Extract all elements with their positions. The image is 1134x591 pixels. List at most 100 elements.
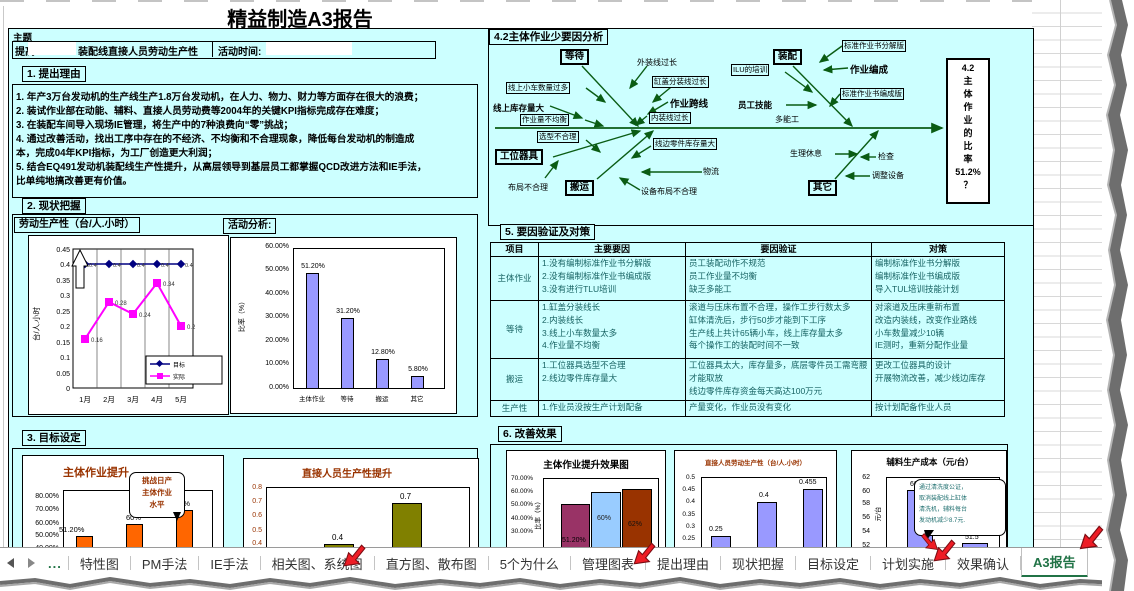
y-tick: 0.3 xyxy=(60,293,70,300)
fishbone-cause: 调整设备 xyxy=(872,171,904,180)
tab-guanli-tubiao[interactable]: 管理图表 xyxy=(581,556,634,572)
y-tick: 50.00% xyxy=(35,532,59,539)
data-label: 51.5 xyxy=(965,534,979,541)
labor-chart-svg: 0.45 0.4 0.35 0.3 0.25 0.2 0.15 0.1 0.05… xyxy=(31,247,223,404)
torn-bottom-edge xyxy=(0,577,1134,591)
chart-title: 辅料生产成本（元/台） xyxy=(886,457,974,467)
fishbone-cause: 外装线过长 xyxy=(637,58,677,67)
tab-zhifang-sanbu-tu[interactable]: 直方图、散布图 xyxy=(385,556,477,572)
tab-separator xyxy=(259,556,261,570)
table-cell: 按计划配备作业人员 xyxy=(871,400,1005,417)
table-cell: 生产性 xyxy=(490,400,539,417)
tab-scroll-left-icon[interactable] xyxy=(7,558,14,568)
tab-separator xyxy=(569,556,571,570)
table-cell: 搬运 xyxy=(490,358,539,401)
y-tick: 60 xyxy=(862,488,870,495)
table-cell: 滚道与压床布置不合理，操作工步行数太多 缸体清洗后，步行50步才能到下工序 生产… xyxy=(685,300,872,359)
data-label: 51.20% xyxy=(562,537,586,544)
y-tick: 30.00% xyxy=(265,313,289,320)
tab-pm-shoufa[interactable]: PM手法 xyxy=(141,556,188,572)
legend-entry: 目标 xyxy=(173,361,185,369)
tab-separator xyxy=(373,556,375,570)
reason-line: 2. 装试作业部在动能、辅料、直接人员劳动费等2004年的关键KPI指标完成存在… xyxy=(16,106,385,117)
column-header: 对策 xyxy=(871,242,1005,257)
data-label: 0.28 xyxy=(115,301,127,307)
y-tick: 0.1 xyxy=(60,355,70,362)
table-cell: 1.工位器具选型不合理 2.线边零件库存量大 xyxy=(538,358,686,401)
y-axis-label: 比率（%） xyxy=(535,498,542,530)
tab-separator xyxy=(644,556,646,570)
tab-overflow-ellipsis[interactable]: ... xyxy=(48,555,62,571)
activity-analysis-chart[interactable]: 60.00% 50.00% 40.00% 30.00% 20.00% 10.00… xyxy=(230,237,457,414)
red-arrow-a3-report-tab xyxy=(1079,525,1104,550)
fishbone-cause: 检查 xyxy=(878,152,894,161)
fishbone-head-box: 4.2 主 体 作 业 的 比 率 51.2% ？ xyxy=(946,58,990,204)
x-tick: 2月 xyxy=(103,395,115,404)
tab-scroll-right-icon[interactable] xyxy=(28,558,35,568)
fishbone-category-waiting: 等待 xyxy=(560,49,590,65)
tab-xiaoguo-queren[interactable]: 效果确认 xyxy=(957,556,1010,572)
section-5-label: 5. 要因验证及对策 xyxy=(500,224,596,240)
data-label: 0.4 xyxy=(332,533,344,542)
tab-jihua-shishi[interactable]: 计划实施 xyxy=(882,556,935,572)
topic-row-divider xyxy=(212,41,213,57)
reason-line: 5. 结合EQ491发动机装配线生产性提升，从高层领导到基层员工都掌握QCD改进… xyxy=(16,162,427,173)
fishbone-category-assembly: 装配 xyxy=(773,49,803,65)
fishbone-cause: 物流 xyxy=(703,167,719,176)
y-tick: 62 xyxy=(862,474,870,481)
table-row: 生产性 1.作业员没按生产计划配备 产量变化，作业员没有变化 按计划配备作业人员 xyxy=(490,400,1005,417)
tab-texing-tu[interactable]: 特性图 xyxy=(79,556,119,572)
table-cell: 1.作业员没按生产计划配备 xyxy=(538,400,686,417)
y-tick: 0.4 xyxy=(252,540,262,547)
section-42-label: 4.2主体作业少要因分析 xyxy=(489,29,609,45)
table-row: 主体作业 1.没有编制标准作业书分解版 2.没有编制标准作业书编成版 3.没有进… xyxy=(490,256,1005,301)
grid-column-line xyxy=(1060,0,1061,591)
data-label: 0.34 xyxy=(163,282,175,288)
tab-xianzhuang-bawo[interactable]: 现状把握 xyxy=(731,556,784,572)
x-tick: 4月 xyxy=(151,395,163,404)
fishbone-cause: 缸盖分装线过长 xyxy=(652,76,709,88)
tab-separator xyxy=(198,556,200,570)
fishbone-category-other: 其它 xyxy=(808,180,838,196)
tab-tichu-liyou[interactable]: 提出理由 xyxy=(656,556,709,572)
cost-callout: 通过清洗度公证， 取消装配线上缸体 清洗机，辅料每台 发动机减少8.7元. xyxy=(914,479,1006,536)
fishbone-cause: 布局不合理 xyxy=(508,183,548,192)
legend-entry: 实际 xyxy=(173,373,185,381)
y-tick: 0.25 xyxy=(56,309,70,316)
fishbone-diagram xyxy=(495,45,944,191)
reason-line: 比单纯地搞改善更有价值。 xyxy=(16,176,133,187)
data-label: 51.20% xyxy=(59,525,85,534)
tab-separator xyxy=(870,556,871,570)
data-label: 0.4 xyxy=(137,263,145,269)
data-label: 51.20% xyxy=(301,263,325,270)
data-label: 0.16 xyxy=(91,338,103,344)
y-tick: 0.8 xyxy=(252,484,262,491)
tab-xiangguan-xitong-tu[interactable]: 相关图、系统图 xyxy=(271,556,363,572)
tab-a3-report-active[interactable]: A3报告 xyxy=(1021,548,1088,578)
left-sheet-edge xyxy=(3,6,4,591)
red-arrow-management-chart-tab xyxy=(633,542,656,565)
factor-verification-table: 项目 主要要因 要因验证 对策 主体作业 1.没有编制标准作业书分解版 2.没有… xyxy=(490,242,1005,417)
y-tick: 0.2 xyxy=(60,324,70,331)
table-cell: 工位器具太大，库存量多，底层零件员工需弯腰才能取放 线边零件库存资金每天高达10… xyxy=(685,358,872,401)
tab-5-whys[interactable]: 5个为什么 xyxy=(499,556,559,572)
torn-right-edge xyxy=(1102,0,1134,591)
data-label: 0.24 xyxy=(139,313,151,319)
fishbone-cause: 作业量不均衡 xyxy=(520,114,569,126)
y-tick: 0.25 xyxy=(682,535,695,542)
fishbone-cause: 多能工 xyxy=(775,115,799,124)
fishbone-cause: 线上小车数量过多 xyxy=(506,82,570,94)
labor-productivity-chart[interactable]: 0.45 0.4 0.35 0.3 0.25 0.2 0.15 0.1 0.05… xyxy=(28,235,229,415)
tab-ie-shoufa[interactable]: IE手法 xyxy=(210,556,249,572)
y-tick: 60.00% xyxy=(510,488,533,495)
tab-separator xyxy=(945,556,947,570)
x-tick: 搬运 xyxy=(375,396,389,403)
bar xyxy=(376,359,389,389)
chart-title: 直接人员劳动生产性（台/人.小时） xyxy=(704,460,807,467)
sheet-tab-bar: ... 特性图 PM手法 IE手法 相关图、系统图 直方图、散布图 5个为什么 … xyxy=(0,547,1134,578)
tab-mubiao-sheding[interactable]: 目标设定 xyxy=(806,556,859,572)
tab-separator xyxy=(487,556,489,570)
y-tick: 20.00% xyxy=(265,337,289,344)
redaction-patch xyxy=(266,42,352,55)
fishbone-category-transport: 搬运 xyxy=(565,180,595,196)
